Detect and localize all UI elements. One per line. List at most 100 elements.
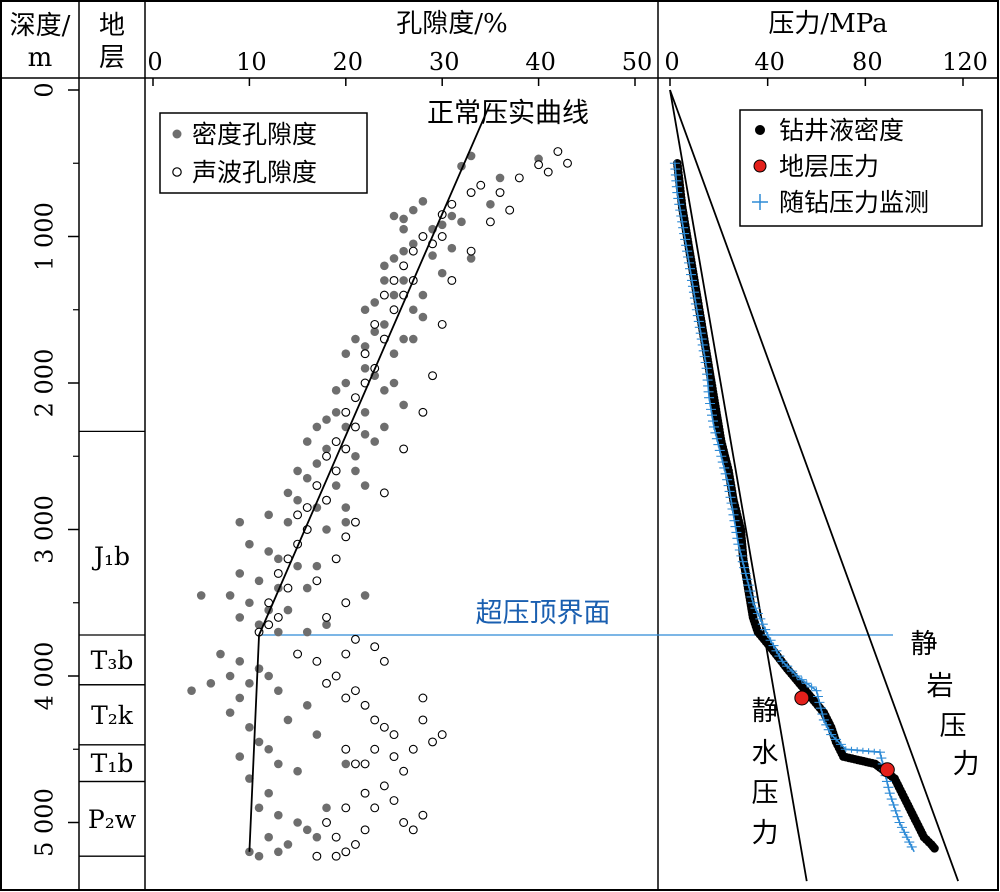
acoustic-porosity-point <box>341 744 351 754</box>
acoustic-porosity-point <box>341 444 351 454</box>
pressure-plot <box>669 89 959 882</box>
acoustic-porosity-point <box>322 818 331 827</box>
monitoring-point <box>734 547 745 554</box>
acoustic-porosity-point <box>389 305 399 315</box>
density-porosity-point <box>380 386 389 395</box>
pressure-axis-title: 压力/MPa <box>768 9 887 39</box>
density-porosity-point <box>408 205 418 215</box>
acoustic-porosity-point <box>543 167 553 177</box>
monitoring-point <box>724 488 735 495</box>
acoustic-porosity-point <box>350 393 360 403</box>
density-porosity-point <box>370 298 380 307</box>
legend-label-monitoring: 随钻压力监测 <box>779 188 929 217</box>
monitoring-point <box>714 447 725 454</box>
monitoring-point <box>815 705 826 712</box>
density-porosity-point <box>245 722 254 732</box>
legend-label-acoustic: 声波孔隙度 <box>192 158 317 187</box>
density-porosity-point <box>245 539 254 549</box>
monitoring-point <box>812 693 823 700</box>
strata-column: J₁b T₃b T₂k T₁b P₂w <box>79 430 145 857</box>
acoustic-porosity-point <box>495 188 505 198</box>
acoustic-porosity-point <box>389 730 399 740</box>
monitoring-point <box>691 306 702 313</box>
density-porosity-point <box>399 334 408 344</box>
density-porosity-point <box>235 569 245 578</box>
acoustic-porosity-point <box>399 818 409 827</box>
density-porosity-point <box>187 686 196 695</box>
density-porosity-point <box>360 591 370 600</box>
monitoring-point <box>685 265 696 272</box>
acoustic-porosity-point <box>418 810 428 820</box>
acoustic-porosity-point <box>389 796 399 805</box>
lithostatic-label: 静 岩 压 力 <box>911 629 980 780</box>
density-porosity-point <box>225 671 235 681</box>
monitoring-point <box>695 330 706 337</box>
density-porosity-point <box>302 437 312 446</box>
density-porosity-point <box>360 342 370 351</box>
density-porosity-point <box>457 217 466 227</box>
monitoring-point <box>696 336 707 343</box>
monitoring-point <box>694 324 705 331</box>
acoustic-porosity-point <box>447 276 457 285</box>
acoustic-porosity-point <box>418 693 428 703</box>
acoustic-porosity-point <box>341 693 351 703</box>
monitoring-point <box>890 807 901 814</box>
monitoring-point <box>745 588 756 595</box>
density-porosity-point <box>322 444 331 454</box>
monitoring-point <box>689 295 700 302</box>
density-porosity-point <box>370 437 380 446</box>
density-porosity-point <box>341 349 351 359</box>
acoustic-porosity-point <box>331 832 341 842</box>
acoustic-porosity-point <box>466 246 476 256</box>
monitoring-point <box>876 755 887 762</box>
monitoring-point <box>720 470 731 477</box>
density-porosity-point <box>283 488 293 498</box>
monitoring-point <box>684 259 695 266</box>
acoustic-porosity-point <box>341 803 351 813</box>
monitoring-point <box>706 406 717 413</box>
strata-label: T₁b <box>91 749 134 778</box>
monitoring-point <box>755 615 766 622</box>
legend-marker-mud <box>755 125 765 135</box>
density-porosity-point <box>360 305 370 315</box>
monitoring-point <box>730 523 741 530</box>
monitoring-point <box>731 529 742 536</box>
acoustic-porosity-point <box>341 649 351 659</box>
monitoring-point <box>676 212 687 219</box>
acoustic-porosity-point <box>399 444 409 454</box>
strata-header-line1: 地 <box>99 11 125 41</box>
density-porosity-point <box>274 810 283 820</box>
monitoring-point <box>682 248 693 255</box>
density-porosity-point <box>254 620 264 630</box>
legend-label-formation: 地层压力 <box>779 152 879 181</box>
acoustic-porosity-point <box>408 246 418 256</box>
depth-tick-label: 0 <box>31 82 59 97</box>
acoustic-porosity-point <box>485 217 495 227</box>
density-porosity-point <box>322 803 331 813</box>
hydrostatic-char-3: 压 <box>752 778 779 809</box>
hydrostatic-char-4: 力 <box>752 818 779 849</box>
density-porosity-point <box>274 627 283 637</box>
legend-marker-acoustic <box>172 167 182 177</box>
monitoring-point <box>716 453 727 460</box>
density-porosity-point <box>360 408 370 417</box>
density-porosity-point <box>245 598 254 608</box>
porosity-axis-title: 孔隙度/% <box>396 9 507 39</box>
acoustic-porosity-point <box>302 503 312 512</box>
monitoring-point <box>901 834 912 841</box>
density-porosity-point <box>264 744 273 754</box>
monitoring-point <box>814 699 825 706</box>
strata-label: T₃b <box>91 646 134 675</box>
monitoring-point <box>791 673 802 679</box>
depth-tick-label: 2 000 <box>31 349 59 418</box>
acoustic-porosity-point <box>379 656 389 666</box>
legend-marker-density <box>172 129 182 139</box>
monitoring-point <box>886 796 897 803</box>
monitoring-point <box>671 177 682 184</box>
density-porosity-point <box>274 847 283 857</box>
density-porosity-point <box>302 627 312 637</box>
porosity-x-tick-label: 40 <box>525 48 556 76</box>
monitoring-point <box>762 631 773 638</box>
